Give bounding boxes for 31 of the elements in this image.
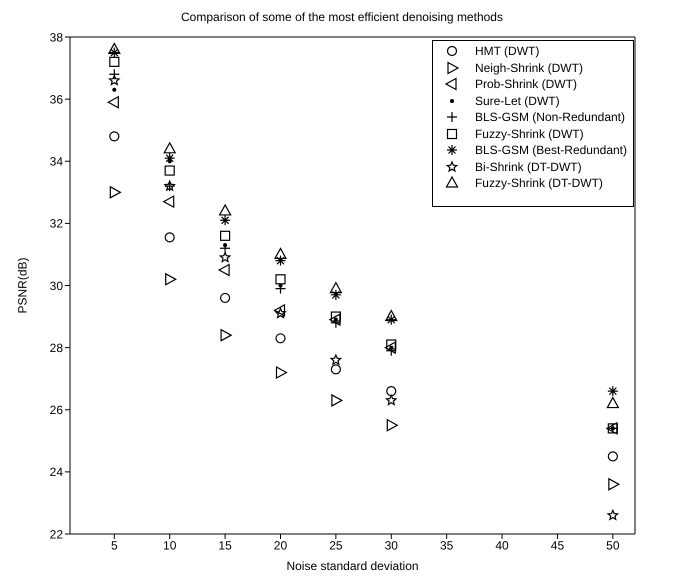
legend-label: Neigh-Shrink (DWT): [474, 60, 583, 75]
x-tick-label: 10: [163, 538, 177, 553]
x-tick-label: 45: [550, 538, 564, 553]
legend-label: BLS-GSM (Non-Redundant): [474, 110, 626, 124]
y-tick-label: 24: [50, 465, 64, 480]
legend-label: Sure-Let (DWT): [474, 94, 560, 108]
y-tick-label: 34: [50, 154, 64, 169]
legend-label: Fuzzy-Shrink (DWT): [474, 126, 584, 141]
y-tick-label: 36: [50, 92, 64, 106]
x-tick-label: 20: [274, 538, 288, 553]
y-tick-label: 26: [50, 403, 64, 418]
x-tick-label: 15: [218, 538, 232, 553]
y-axis-title: PSNR(dB): [15, 257, 30, 314]
x-tick-label: 40: [495, 538, 510, 553]
x-tick-label: 30: [384, 538, 398, 553]
legend-label: BLS-GSM (Best-Redundant): [474, 143, 627, 158]
legend-label: Bi-Shrink (DT-DWT): [474, 160, 582, 174]
legend-label: Fuzzy-Shrink (DT-DWT): [474, 176, 603, 190]
y-tick-label: 30: [50, 278, 64, 293]
x-tick-label: 5: [110, 538, 118, 553]
x-tick-label: 50: [606, 538, 620, 553]
legend-label: HMT (DWT): [474, 44, 540, 58]
y-tick-label: 38: [50, 30, 64, 44]
y-tick-label: 28: [50, 340, 64, 355]
legend-label: Prob-Shrink (DWT): [474, 77, 577, 92]
chart-title: Comparison of some of the most efficient denoising methods: [180, 9, 504, 26]
x-tick-label: 35: [440, 538, 454, 553]
x-axis-title: Noise standard deviation: [286, 559, 419, 573]
y-tick-label: 22: [50, 527, 64, 542]
y-tick-label: 32: [50, 216, 64, 231]
x-tick-label: 25: [329, 538, 343, 553]
